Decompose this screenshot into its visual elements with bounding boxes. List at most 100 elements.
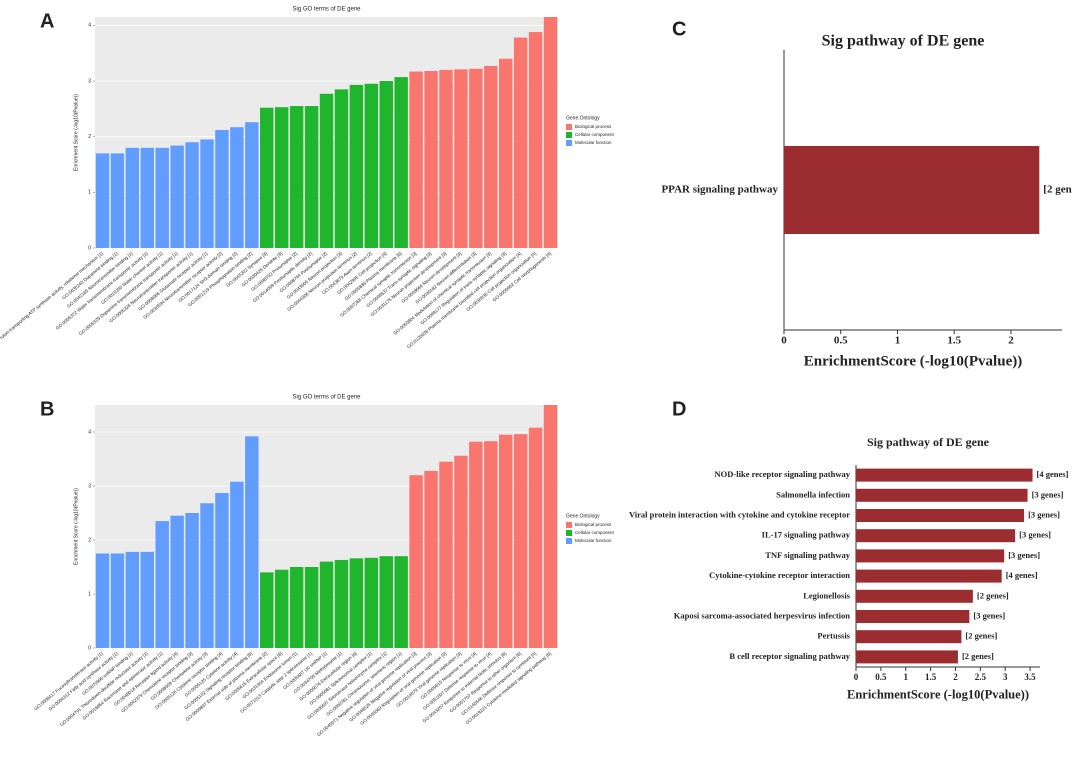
bar-annotation: [3 genes]	[1028, 509, 1060, 519]
bar	[364, 557, 379, 648]
bar	[155, 521, 169, 648]
bar	[856, 468, 1033, 482]
bar-annotation: [3 genes]	[1019, 530, 1051, 540]
bar-annotation: [2 genes]	[965, 631, 997, 641]
bar	[95, 553, 110, 648]
bar-annotation: [3 genes]	[1032, 489, 1064, 499]
bar	[856, 610, 970, 623]
category-label: TNF signaling pathway	[765, 550, 850, 560]
legend-label: Molecular function	[575, 538, 612, 543]
bar	[349, 84, 364, 248]
category-label: Cytokine-cytokine receptor interaction	[709, 570, 850, 580]
x-axis-label: EnrichmentScore (-log10(Pvalue))	[804, 353, 1022, 369]
legend-swatch	[566, 132, 572, 138]
bar	[543, 405, 558, 648]
y-tick-label: 0	[88, 645, 91, 651]
bar	[110, 153, 125, 248]
bar	[439, 461, 453, 648]
x-tick-label: 3.5	[1024, 672, 1036, 682]
bar	[274, 107, 289, 248]
bar	[424, 470, 438, 648]
bar	[155, 147, 169, 248]
legend-title: Gene.Ontology	[566, 115, 600, 121]
category-label: Viral protein interaction with cytokine …	[629, 509, 850, 519]
bar	[484, 65, 498, 249]
panel-letter: D	[672, 398, 686, 420]
y-tick-label: 3	[88, 483, 91, 489]
bar	[454, 455, 468, 648]
legend-swatch	[566, 140, 572, 146]
bar-annotation: [4 genes]	[1037, 469, 1069, 479]
y-tick-label: 1	[88, 591, 91, 597]
bar	[484, 441, 498, 648]
bar	[379, 556, 393, 648]
bar	[230, 481, 244, 648]
x-tick-label: 0.5	[834, 335, 848, 347]
x-tick-label: 1.5	[947, 335, 961, 347]
bar	[469, 68, 483, 248]
bar-annotation: [2 genes]	[977, 590, 1009, 600]
y-tick-label: 0	[88, 245, 91, 251]
bar	[334, 559, 349, 648]
bar	[140, 147, 154, 248]
bar	[245, 122, 259, 248]
x-tick-label: 1.5	[925, 672, 937, 682]
y-tick-label: 4	[88, 429, 91, 435]
bar	[319, 93, 334, 249]
bar	[289, 567, 304, 648]
bar	[200, 503, 214, 648]
bar	[499, 434, 513, 648]
bar	[289, 106, 304, 248]
bar	[856, 630, 962, 644]
bar	[454, 69, 468, 248]
bar	[334, 89, 349, 248]
x-tick-label: 2	[1008, 335, 1014, 347]
bar	[170, 145, 184, 248]
bar	[856, 488, 1028, 502]
y-tick-label: 3	[88, 78, 91, 84]
chart-title: Sig pathway of DE gene	[822, 33, 985, 50]
chart-title: Sig GO terms of DE gene	[292, 395, 361, 401]
bar	[185, 513, 199, 648]
category-label: NOD-like receptor signaling pathway	[715, 469, 851, 479]
x-tick-label: 1	[903, 672, 908, 682]
bar	[349, 558, 364, 648]
legend-label: Cellular component	[575, 132, 615, 137]
category-label: Legionellosis	[803, 590, 850, 600]
category-label: PPAR signaling pathway	[661, 184, 778, 196]
bar	[513, 434, 528, 648]
bar	[379, 81, 393, 248]
legend-label: Cellular component	[575, 530, 615, 535]
bar	[856, 549, 1005, 563]
bar	[439, 69, 453, 248]
legend-label: Biological process	[575, 522, 612, 527]
bar	[469, 441, 483, 648]
panel-letter: C	[672, 18, 686, 40]
bar	[260, 107, 274, 248]
bar	[499, 58, 513, 249]
category-label: IL-17 signaling pathway	[762, 530, 851, 540]
bar	[856, 509, 1025, 522]
x-tick-label: 0.5	[875, 672, 887, 682]
y-tick-label: 4	[88, 23, 91, 29]
bar	[784, 146, 1040, 234]
bar	[125, 147, 140, 248]
bar	[215, 493, 229, 648]
bar	[424, 70, 438, 248]
y-axis-label: Enrichment Score (-log10(Pvalue))	[73, 94, 79, 171]
x-tick-label: 0	[781, 335, 787, 347]
bar-annotation: [2 genes]	[1043, 184, 1072, 196]
y-tick-label: 2	[88, 134, 91, 140]
legend-label: Molecular function	[575, 140, 612, 145]
category-label: Salmonella infection	[776, 489, 850, 499]
y-tick-label: 2	[88, 537, 91, 543]
legend-swatch	[566, 538, 572, 544]
x-tick-label: 2	[953, 672, 958, 682]
bar	[543, 17, 558, 248]
legend-swatch	[566, 124, 572, 130]
x-tick-label: 0	[854, 672, 859, 682]
category-label: Kaposi sarcoma-associated herpesvirus in…	[674, 610, 850, 620]
bar	[170, 515, 184, 648]
bar	[856, 569, 1002, 583]
